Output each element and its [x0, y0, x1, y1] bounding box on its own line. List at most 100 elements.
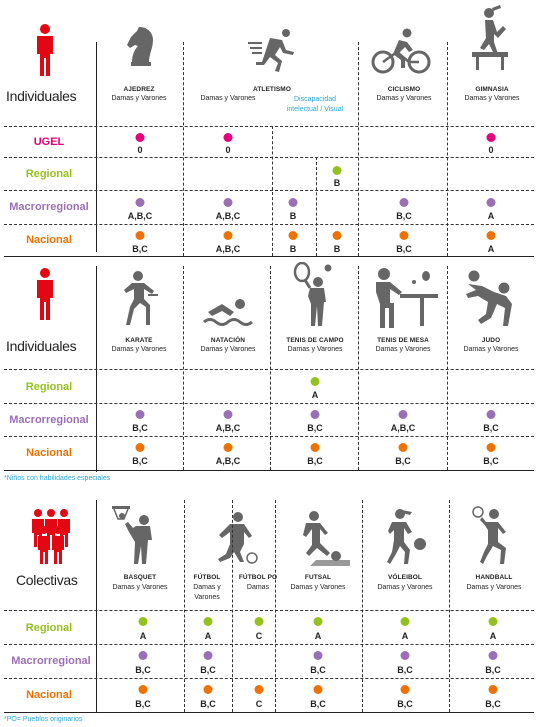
soccer-icon	[218, 512, 258, 564]
volleyball-icon	[387, 509, 426, 564]
sport-name: VÓLEIBOL	[387, 574, 423, 581]
macro-code: B,C	[396, 211, 412, 221]
macro-code: B	[289, 211, 297, 221]
nacional-dot	[223, 231, 233, 240]
sport-sub: Damas y Varones	[375, 346, 431, 353]
regional-code: C	[255, 631, 263, 641]
sport-name: TENIS DE MESA	[377, 337, 429, 344]
ugel-code: 0	[225, 145, 231, 155]
macro-dot	[223, 198, 233, 207]
disability-label: intelectual / Visual	[286, 106, 344, 113]
swimmer-icon	[203, 299, 253, 326]
level-ugel: UGEL	[33, 136, 65, 148]
sport-name: KARATE	[125, 337, 153, 344]
nacional-dot	[399, 231, 409, 240]
sport-name: FÚTBOL PO	[238, 574, 278, 581]
macro-dot	[486, 410, 496, 419]
karate-icon	[124, 271, 158, 325]
footnote: *Niños con habilidades especiales	[4, 475, 111, 482]
macro-code: A,B,C	[215, 211, 241, 221]
tennis-icon	[293, 262, 332, 326]
macro-dot	[398, 410, 408, 419]
basketball-icon	[112, 506, 152, 564]
nacional-code: B,C	[395, 456, 411, 466]
sport-sub: Damas y Varones	[376, 95, 432, 102]
macro-code: B,C	[485, 665, 501, 675]
nacional-dot	[135, 231, 145, 240]
nacional-dot	[400, 685, 410, 694]
regional-code: A	[204, 631, 212, 641]
section-title: Individuales	[6, 338, 77, 354]
macro-dot	[223, 410, 233, 419]
nacional-dot	[486, 443, 496, 452]
nacional-code: B,C	[132, 456, 148, 466]
sport-sub: Damas y Varones	[466, 584, 522, 591]
sport-name: FÚTBOL	[193, 574, 221, 581]
sport-sub: Damas y Varones	[200, 346, 256, 353]
macro-dot	[138, 651, 148, 660]
nacional-code: B,C	[485, 699, 501, 709]
sport-sub: Damas y Varones	[287, 346, 343, 353]
macro-dot	[400, 651, 410, 660]
nacional-code: B,C	[307, 456, 323, 466]
level-nacional: Nacional	[26, 234, 72, 246]
sport-sub: Damas y Varones	[111, 346, 167, 353]
sport-name: NATACIÓN	[210, 337, 246, 344]
gymnast-icon	[472, 5, 508, 70]
level-macrorregional: Macrorregional	[11, 655, 91, 667]
sport-name: BASQUET	[123, 574, 157, 581]
level-macrorregional: Macrorregional	[9, 201, 89, 213]
regional-dot	[203, 617, 213, 626]
sport-sub: Damas y Varones	[200, 95, 256, 102]
person-icon	[37, 268, 53, 320]
regional-dot	[254, 617, 264, 626]
macro-dot	[488, 651, 498, 660]
macro-dot	[486, 198, 496, 207]
nacional-code: B,C	[132, 244, 148, 254]
ugel-dot	[486, 133, 496, 142]
sport-name: JUDO	[481, 337, 501, 344]
macro-code: A,B,C	[215, 423, 241, 433]
macro-dot	[313, 651, 323, 660]
footnote: *PO= Pueblos originarios	[4, 716, 83, 723]
disability-label: Discapacidad	[293, 96, 337, 103]
level-regional: Regional	[25, 381, 73, 393]
sport-sub: Varones	[194, 594, 220, 601]
macro-code: B,C	[132, 423, 148, 433]
macro-code: A	[487, 211, 495, 221]
section-title: Colectivas	[16, 572, 78, 588]
level-regional: Regional	[25, 622, 73, 634]
nacional-dot	[398, 443, 408, 452]
regional-code: A	[139, 631, 147, 641]
ugel-code: 0	[488, 145, 494, 155]
nacional-dot	[288, 231, 298, 240]
table-tennis-icon	[376, 268, 438, 328]
nacional-code: B	[289, 244, 297, 254]
macro-code: B,C	[135, 665, 151, 675]
nacional-code: B,C	[397, 699, 413, 709]
sport-sub: Damas y	[193, 584, 221, 591]
chess-knight-icon	[127, 27, 153, 66]
regional-code: A	[311, 390, 319, 400]
sport-sub: Damas y Varones	[290, 584, 346, 591]
regional-dot	[138, 617, 148, 626]
nacional-code: C	[255, 699, 263, 709]
nacional-dot	[313, 685, 323, 694]
regional-code: B	[333, 178, 341, 188]
nacional-code: B,C	[310, 699, 326, 709]
nacional-code: B,C	[135, 699, 151, 709]
futsal-icon	[303, 511, 350, 566]
level-nacional: Nacional	[26, 689, 72, 701]
macro-code: B,C	[310, 665, 326, 675]
section-title: Individuales	[6, 88, 77, 104]
regional-dot	[400, 617, 410, 626]
regional-code: A	[314, 631, 322, 641]
nacional-code: A	[487, 244, 495, 254]
macro-code: A,B,C	[127, 211, 153, 221]
ugel-dot	[223, 133, 233, 142]
sport-name: CICLISMO	[387, 86, 421, 93]
nacional-code: A,B,C	[215, 456, 241, 466]
regional-dot	[313, 617, 323, 626]
macro-dot	[288, 198, 298, 207]
macro-dot	[399, 198, 409, 207]
